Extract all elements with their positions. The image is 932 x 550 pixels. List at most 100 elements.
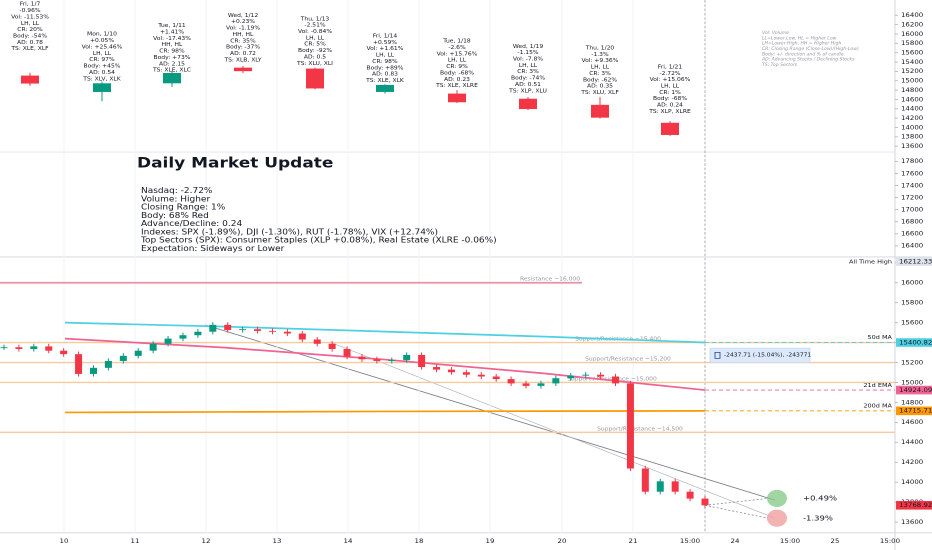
candle-body xyxy=(591,104,609,118)
x-tick-label: 21 xyxy=(629,538,638,545)
x-tick-label: 15:00 xyxy=(880,538,900,545)
projection-marker xyxy=(767,509,787,527)
day-note: Fri, 1/21 xyxy=(658,65,683,71)
candle-body xyxy=(686,491,694,499)
candle-body xyxy=(492,376,500,380)
y-tick-label: 16400 xyxy=(901,242,923,249)
candle-body xyxy=(283,331,291,334)
candle-body xyxy=(388,360,396,362)
candle-body xyxy=(641,468,649,492)
day-note: Body: +89% xyxy=(367,66,404,72)
day-note: Tue, 1/18 xyxy=(442,39,471,45)
day-note: Vol: -17.43% xyxy=(153,36,191,42)
trend-line xyxy=(329,341,776,519)
day-note: CR: 3% xyxy=(517,70,539,76)
day-note: CR: 98% xyxy=(372,59,397,65)
legend-line: LL=Lower Low, HL = Higher Low xyxy=(762,36,837,42)
update-title: Daily Market Update xyxy=(137,154,333,172)
candle-body xyxy=(433,367,441,370)
day-note: AD: 0.24 xyxy=(657,103,683,109)
y-tick-label: 17400 xyxy=(901,182,923,189)
day-note: LH, LL xyxy=(21,21,40,27)
y-tick-label: 15000 xyxy=(901,77,923,84)
update-line: Top Sectors (SPX): Consumer Staples (XLP… xyxy=(140,235,497,244)
day-note: +1.41% xyxy=(160,30,184,36)
day-note: Body: +73% xyxy=(154,55,191,61)
y-tick-label: 15600 xyxy=(901,49,923,56)
day-note: TS: XLV, XLK xyxy=(82,77,121,83)
y-tick-label: 16200 xyxy=(901,21,923,28)
candle-body xyxy=(507,379,515,384)
update-line: Nasdaq: -2.72% xyxy=(141,186,213,195)
y-tick-label: 17600 xyxy=(901,170,923,177)
x-tick-label: 19 xyxy=(486,538,495,545)
y-tick-label: 16000 xyxy=(901,279,923,286)
ma-name: 21d EMA xyxy=(863,382,892,388)
candle-body xyxy=(93,83,111,92)
candle-body xyxy=(234,67,252,72)
y-tick-label: 15600 xyxy=(901,319,923,326)
price-tag-label: 13768.92 xyxy=(899,502,932,509)
update-line: Closing Range: 1% xyxy=(141,202,225,211)
candle-body xyxy=(537,383,545,386)
update-line: Volume: Higher xyxy=(141,194,211,203)
candle-body xyxy=(15,347,23,349)
candle-body xyxy=(60,350,68,355)
candle-body xyxy=(519,98,537,110)
day-note: AD: 0.51 xyxy=(515,82,541,88)
candle-body xyxy=(522,383,530,386)
candle-body xyxy=(224,324,232,331)
day-note: -2.51% xyxy=(304,23,325,29)
day-note: TS: XLP, XLRE xyxy=(648,109,691,115)
day-note: AD: 2.15 xyxy=(159,62,185,68)
candle-body xyxy=(552,378,560,384)
projection-label: -1.39% xyxy=(803,514,834,522)
candle-body xyxy=(239,329,247,331)
day-note: CR: 5% xyxy=(304,42,326,48)
candle-body xyxy=(149,343,157,351)
day-note: TS: XLU, XLI xyxy=(296,61,333,67)
x-tick-label: 24 xyxy=(731,538,740,545)
day-note: Wed, 1/12 xyxy=(228,13,258,19)
day-note: AD: 0.23 xyxy=(444,77,470,83)
candle-body xyxy=(376,84,394,92)
x-tick-label: 11 xyxy=(131,538,140,545)
price-tag xyxy=(896,501,932,510)
legend-line: Body: +/- direction and % of candle xyxy=(762,52,844,58)
candle-body xyxy=(358,356,366,360)
day-note: Thu, 1/20 xyxy=(585,46,615,52)
day-note: Vol: +15.76% xyxy=(437,52,478,58)
day-note: Vol: +25.46% xyxy=(82,45,123,51)
y-tick-label: 13600 xyxy=(901,142,923,149)
day-note: Tue, 1/11 xyxy=(157,23,186,29)
candle-body xyxy=(119,355,127,361)
candle-body xyxy=(75,354,83,374)
candle-body xyxy=(268,330,276,332)
candle-body xyxy=(343,348,351,357)
moving-average xyxy=(64,337,706,391)
day-note: Body: -68% xyxy=(440,71,474,77)
day-note: Vol: +15.06% xyxy=(650,77,691,83)
candle-body xyxy=(163,73,181,84)
y-tick-label: 16400 xyxy=(901,12,923,19)
x-tick-label: 13 xyxy=(273,538,282,545)
candle-body xyxy=(21,75,39,84)
y-tick-label: 16800 xyxy=(901,218,923,225)
candle-body xyxy=(656,481,664,492)
day-note: Thu, 1/13 xyxy=(300,17,330,23)
ma-name: 50d MA xyxy=(868,335,893,341)
candle-body xyxy=(626,383,634,469)
day-note: Body: -62% xyxy=(583,78,617,84)
y-tick-label: 15200 xyxy=(901,359,923,366)
day-note: LH, LL xyxy=(376,53,395,59)
day-note: CR: 1% xyxy=(659,90,681,96)
day-note: -1.15% xyxy=(517,50,538,56)
day-note: -2.6% xyxy=(448,45,465,51)
price-tag-label: 14715.71 xyxy=(899,407,932,414)
candle-body xyxy=(313,339,321,344)
projection-marker xyxy=(767,489,787,508)
day-note: LH, LL xyxy=(93,51,112,57)
legend-line: LH=Lower High, HH = Higher High xyxy=(762,41,842,47)
moving-average xyxy=(64,321,706,344)
